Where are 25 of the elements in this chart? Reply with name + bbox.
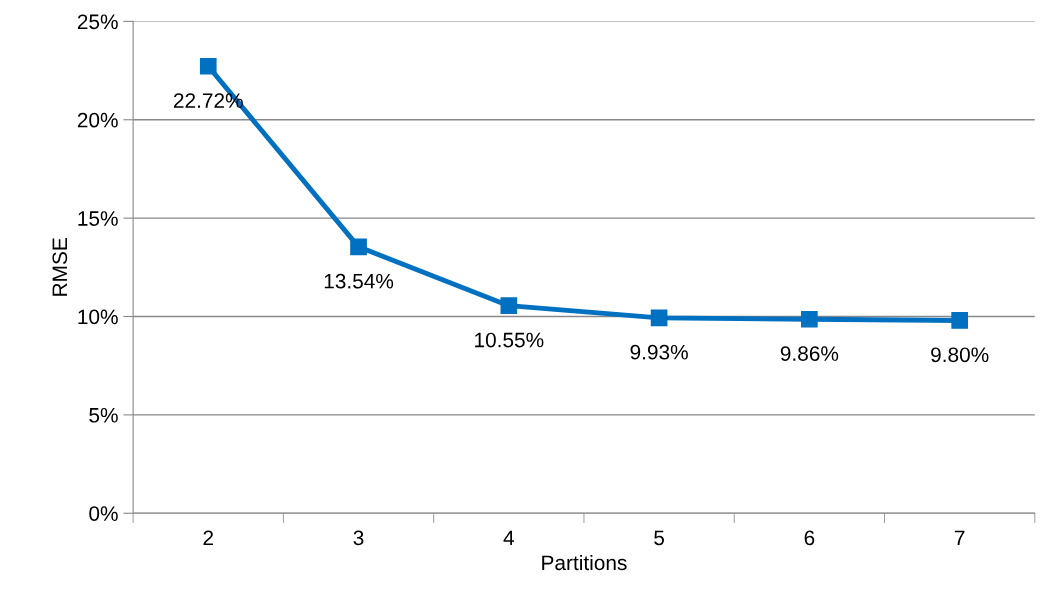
point xyxy=(199,57,217,75)
y-tick-label: 25% xyxy=(77,14,118,30)
point xyxy=(350,238,367,256)
x-tick-label: 6 xyxy=(804,530,815,546)
y-tick-label: 10% xyxy=(78,309,118,325)
y-tick-label: 0% xyxy=(89,506,118,521)
y-axis-title: RMSE xyxy=(52,238,68,296)
point xyxy=(500,297,518,315)
y-tick-label: 5% xyxy=(89,407,118,423)
x-tick-label: 7 xyxy=(954,530,965,545)
x-tick-label: 3 xyxy=(353,530,364,546)
y-tick-label: 20% xyxy=(77,112,118,128)
x-tick-label: 5 xyxy=(654,530,665,546)
data-label: 9.80% xyxy=(931,347,989,363)
y-tick-label: 15% xyxy=(78,211,118,226)
data-label: 13.54% xyxy=(324,273,394,289)
x-tick-label: 2 xyxy=(203,530,214,545)
x-tick-label: 4 xyxy=(503,530,514,545)
x-axis-title: Partitions xyxy=(542,554,627,571)
data-label: 9.86% xyxy=(780,346,839,361)
point xyxy=(951,312,968,329)
data-label: 9.93% xyxy=(630,344,688,360)
data-label: 10.55% xyxy=(475,332,544,348)
point xyxy=(801,310,818,328)
point xyxy=(650,309,668,327)
